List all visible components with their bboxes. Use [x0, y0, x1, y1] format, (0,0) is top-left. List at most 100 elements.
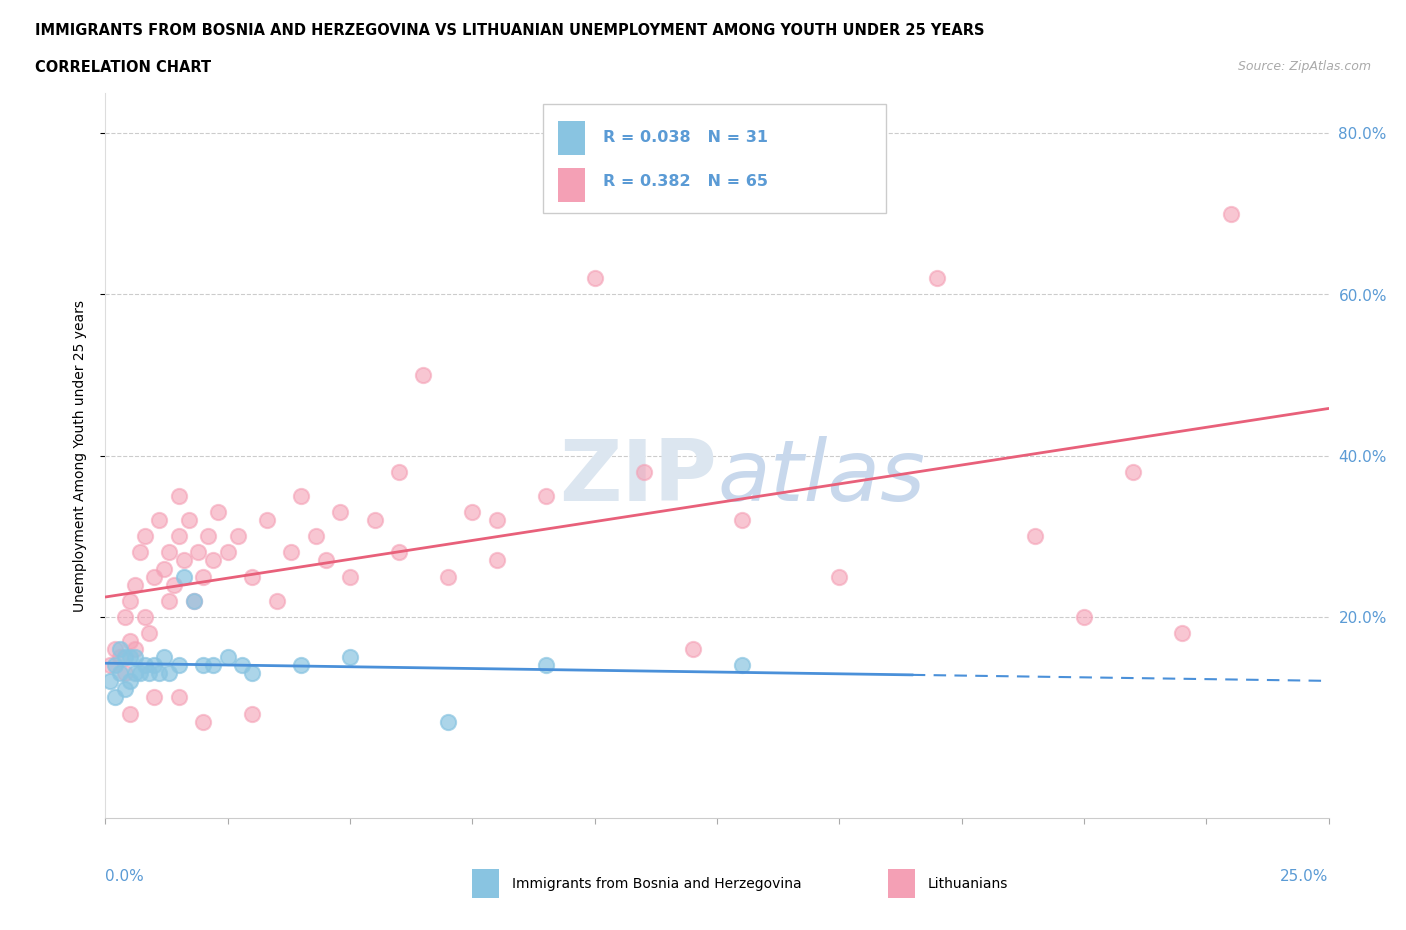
- FancyBboxPatch shape: [558, 168, 585, 202]
- Point: [167, 529, 190, 544]
- Point: [128, 545, 150, 560]
- Point: [153, 650, 176, 665]
- Point: [388, 545, 411, 560]
- Point: [256, 512, 278, 527]
- Point: [124, 666, 146, 681]
- Point: [134, 658, 156, 672]
- Point: [315, 553, 337, 568]
- Text: ZIP: ZIP: [560, 436, 717, 519]
- Point: [108, 642, 131, 657]
- Point: [138, 666, 160, 681]
- Point: [183, 593, 205, 608]
- Point: [437, 569, 460, 584]
- Point: [124, 642, 146, 657]
- Point: [290, 488, 312, 503]
- Point: [143, 690, 166, 705]
- Point: [290, 658, 312, 672]
- Point: [202, 658, 225, 672]
- Point: [305, 529, 328, 544]
- Point: [118, 633, 141, 648]
- Point: [173, 569, 195, 584]
- Text: CORRELATION CHART: CORRELATION CHART: [35, 60, 211, 75]
- Point: [114, 609, 136, 624]
- FancyBboxPatch shape: [889, 870, 915, 898]
- Point: [157, 593, 180, 608]
- FancyBboxPatch shape: [543, 104, 886, 213]
- Point: [217, 545, 239, 560]
- Point: [193, 658, 215, 672]
- Point: [461, 505, 484, 520]
- Point: [583, 271, 606, 286]
- Text: 0.0%: 0.0%: [105, 870, 145, 884]
- Text: 25.0%: 25.0%: [1281, 870, 1329, 884]
- Point: [114, 666, 136, 681]
- Point: [134, 609, 156, 624]
- Text: R = 0.382   N = 65: R = 0.382 N = 65: [603, 174, 768, 190]
- Point: [104, 658, 127, 672]
- Point: [118, 650, 141, 665]
- Point: [240, 666, 263, 681]
- Point: [108, 650, 131, 665]
- Point: [1122, 464, 1144, 479]
- Point: [730, 512, 752, 527]
- Point: [98, 658, 121, 672]
- Point: [193, 569, 215, 584]
- Point: [682, 642, 704, 657]
- Point: [730, 658, 752, 672]
- Point: [1219, 206, 1241, 221]
- Point: [114, 650, 136, 665]
- Point: [118, 674, 141, 689]
- Point: [124, 578, 146, 592]
- Point: [143, 569, 166, 584]
- Point: [633, 464, 655, 479]
- Point: [240, 706, 263, 721]
- Text: Source: ZipAtlas.com: Source: ZipAtlas.com: [1237, 60, 1371, 73]
- Point: [280, 545, 302, 560]
- Point: [388, 464, 411, 479]
- Point: [1171, 626, 1194, 641]
- Point: [167, 488, 190, 503]
- Point: [167, 658, 190, 672]
- FancyBboxPatch shape: [558, 121, 585, 154]
- Point: [104, 642, 127, 657]
- Text: Immigrants from Bosnia and Herzegovina: Immigrants from Bosnia and Herzegovina: [512, 877, 801, 891]
- Point: [193, 714, 215, 729]
- Point: [138, 626, 160, 641]
- Point: [1073, 609, 1095, 624]
- Text: Lithuanians: Lithuanians: [928, 877, 1008, 891]
- Point: [412, 367, 434, 382]
- Point: [167, 690, 190, 705]
- Point: [339, 569, 361, 584]
- Point: [148, 666, 170, 681]
- Text: R = 0.038   N = 31: R = 0.038 N = 31: [603, 130, 768, 145]
- Point: [240, 569, 263, 584]
- Point: [202, 553, 225, 568]
- Point: [828, 569, 851, 584]
- Point: [173, 553, 195, 568]
- Point: [197, 529, 219, 544]
- Point: [485, 553, 508, 568]
- Point: [183, 593, 205, 608]
- Point: [163, 578, 186, 592]
- Point: [108, 666, 131, 681]
- Point: [485, 512, 508, 527]
- Text: IMMIGRANTS FROM BOSNIA AND HERZEGOVINA VS LITHUANIAN UNEMPLOYMENT AMONG YOUTH UN: IMMIGRANTS FROM BOSNIA AND HERZEGOVINA V…: [35, 23, 984, 38]
- Point: [339, 650, 361, 665]
- Point: [118, 706, 141, 721]
- Point: [187, 545, 209, 560]
- Point: [143, 658, 166, 672]
- Point: [134, 529, 156, 544]
- Point: [118, 593, 141, 608]
- Point: [124, 650, 146, 665]
- Point: [98, 674, 121, 689]
- FancyBboxPatch shape: [472, 870, 499, 898]
- Point: [217, 650, 239, 665]
- Point: [104, 690, 127, 705]
- Point: [148, 512, 170, 527]
- Point: [157, 545, 180, 560]
- Point: [534, 658, 557, 672]
- Point: [534, 488, 557, 503]
- Point: [207, 505, 229, 520]
- Text: atlas: atlas: [717, 436, 925, 519]
- Point: [128, 666, 150, 681]
